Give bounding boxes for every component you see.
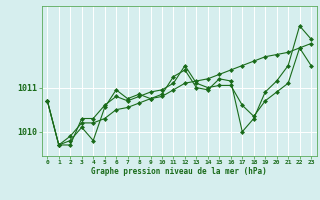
X-axis label: Graphe pression niveau de la mer (hPa): Graphe pression niveau de la mer (hPa): [91, 167, 267, 176]
